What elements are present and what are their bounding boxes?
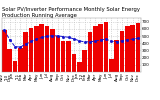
Bar — [61, 41, 65, 72]
Bar — [125, 26, 130, 72]
Bar — [136, 23, 140, 72]
Bar — [50, 29, 55, 72]
Bar — [120, 31, 124, 72]
Bar — [66, 41, 71, 72]
Bar — [88, 32, 92, 72]
Bar — [93, 26, 98, 72]
Bar — [98, 24, 103, 72]
Bar — [40, 24, 44, 72]
Bar — [109, 59, 114, 72]
Bar — [34, 26, 39, 72]
Bar — [29, 28, 33, 72]
Bar — [82, 50, 87, 72]
Bar — [2, 30, 7, 72]
Bar — [104, 22, 108, 72]
Bar — [77, 62, 81, 72]
Bar — [23, 32, 28, 72]
Bar — [56, 36, 60, 72]
Bar — [72, 54, 76, 72]
Bar — [45, 26, 49, 72]
Bar — [13, 61, 17, 72]
Bar — [7, 49, 12, 72]
Bar — [18, 48, 23, 72]
Bar — [114, 40, 119, 72]
Text: Solar PV/Inverter Performance Monthly Solar Energy Production Running Average: Solar PV/Inverter Performance Monthly So… — [2, 7, 140, 18]
Bar — [131, 25, 135, 72]
